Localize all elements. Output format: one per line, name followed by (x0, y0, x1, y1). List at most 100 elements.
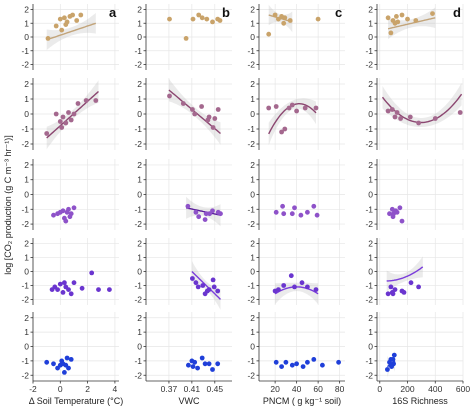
y-tick-label: -1 (365, 124, 373, 134)
data-point (398, 116, 403, 121)
y-tick-label: -2 (21, 219, 29, 229)
data-point (193, 280, 199, 286)
data-point (266, 31, 272, 37)
data-point (266, 105, 272, 111)
y-tick-label: -1 (247, 204, 255, 214)
y-tick-label: 1 (24, 18, 29, 28)
data-point (78, 12, 84, 18)
data-point (57, 16, 63, 22)
x-tick-label: 400 (428, 384, 442, 394)
data-point (432, 116, 438, 121)
data-point (207, 211, 213, 217)
data-point (416, 120, 421, 126)
data-point (71, 280, 77, 286)
y-tick-label: 0 (24, 190, 29, 200)
y-tick-label: -1 (21, 46, 29, 56)
data-point (204, 16, 210, 22)
data-point (183, 36, 189, 41)
data-point (195, 284, 201, 290)
x-tick-label: 4 (113, 384, 118, 394)
y-tick-label: 1 (24, 94, 29, 104)
data-point (185, 203, 191, 209)
data-point (394, 110, 400, 115)
y-tick-label: 1 (368, 327, 373, 337)
y-tick-label: -2 (247, 139, 255, 149)
data-point (210, 367, 215, 372)
data-point (60, 114, 66, 120)
y-tick-label: 2 (368, 239, 373, 249)
data-point (320, 362, 325, 368)
data-point (190, 364, 196, 369)
data-point (66, 365, 71, 371)
x-tick-label: 0.41 (184, 384, 201, 394)
y-tick-label: -1 (21, 204, 29, 214)
panel-r0-c0: -2 -1 0 1 2 a (21, 4, 119, 70)
data-point (44, 131, 50, 136)
panel-r4-c2: -2 -1 0 1 2 20 40 60 80 PNCM ( g kg⁻¹ soil) (247, 312, 345, 406)
data-point (387, 211, 392, 217)
data-point (53, 23, 59, 29)
data-point (210, 125, 216, 130)
fit-line (46, 22, 97, 41)
data-r0-c3 (385, 7, 436, 40)
data-point (193, 209, 199, 215)
y-tick-label: 0 (250, 342, 255, 352)
y-tick-label: 2 (137, 5, 142, 15)
data-point (186, 362, 191, 368)
panel-r2-c3: -2 -1 0 1 2 (365, 159, 464, 230)
data-point (190, 16, 196, 22)
data-point (66, 110, 71, 115)
data-point (51, 361, 56, 367)
data-point (67, 214, 73, 220)
data-point (388, 362, 394, 368)
panel-letter: a (109, 5, 117, 20)
y-tick-label: 1 (24, 253, 29, 263)
data-point (385, 291, 391, 297)
data-r3-c0 (49, 270, 112, 297)
y-tick-label: 2 (24, 79, 29, 89)
y-tick-label: 1 (250, 175, 255, 185)
y-tick-label: 0 (250, 109, 255, 119)
data-point (281, 283, 287, 288)
data-point (302, 105, 308, 111)
panel-r3-c2: -2 -1 0 1 2 (247, 238, 345, 305)
data-point (210, 208, 215, 214)
data-point (57, 119, 63, 124)
data-point (211, 284, 217, 290)
data-r1-c0 (44, 80, 99, 150)
data-point (62, 15, 67, 21)
data-point (192, 111, 198, 117)
data-point (71, 205, 77, 211)
x-axis-label: PNCM ( g kg⁻¹ soil) (263, 396, 341, 406)
data-point (399, 12, 405, 18)
data-point (202, 217, 208, 223)
panel-r4-c1: -2 -1 0 1 2 0.37 0.41 0.45 VWC (134, 312, 232, 406)
data-point (196, 214, 202, 220)
y-tick-label: 1 (24, 175, 29, 185)
data-point (195, 365, 201, 371)
data-point (457, 110, 463, 115)
data-point (281, 20, 287, 26)
y-tick-label: 2 (24, 5, 29, 15)
y-tick-label: 2 (250, 5, 255, 15)
data-point (405, 16, 410, 22)
data-r0-c1 (167, 12, 223, 41)
y-tick-label: 1 (368, 18, 373, 28)
data-point (401, 290, 407, 295)
y-tick-label: 1 (368, 253, 373, 263)
data-point (89, 270, 95, 276)
y-tick-label: 2 (368, 79, 373, 89)
data-point (300, 364, 306, 369)
data-r4-c3 (385, 350, 397, 378)
data-point (287, 18, 293, 23)
y-tick-label: -2 (21, 370, 29, 380)
y-tick-label: 1 (137, 94, 142, 104)
data-point (205, 117, 211, 123)
fit-line (191, 271, 221, 300)
x-tick-label: 200 (400, 384, 414, 394)
data-point (70, 12, 75, 18)
data-point (190, 276, 195, 281)
data-point (210, 277, 216, 283)
data-point (385, 367, 390, 372)
panel-r1-c1: -2 -1 0 1 2 (134, 78, 232, 150)
